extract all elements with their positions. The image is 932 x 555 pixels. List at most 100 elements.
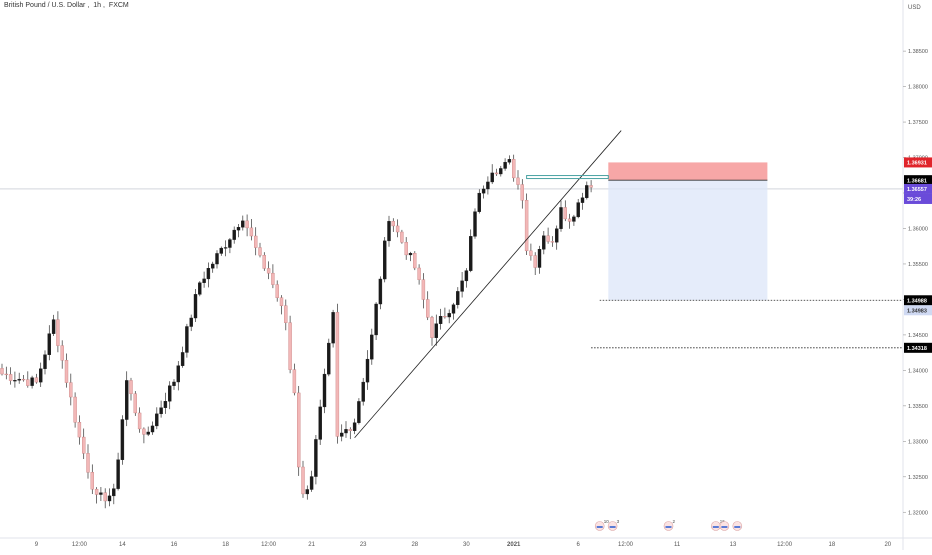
candle-body bbox=[512, 159, 516, 179]
price-tick-label: 1.38000 bbox=[908, 85, 928, 91]
time-tick-label: 9 bbox=[35, 542, 39, 548]
symbol-name: British Pound / U.S. Dollar bbox=[4, 2, 86, 9]
candle-body bbox=[559, 207, 563, 229]
time-tick-label: 28 bbox=[411, 542, 418, 548]
current-price-badge-text: 1.36557 bbox=[907, 187, 927, 193]
candle-body bbox=[301, 466, 305, 495]
candle-body bbox=[258, 247, 262, 256]
target-price-2-badge-text: 1.34983 bbox=[907, 308, 927, 314]
candle-body bbox=[172, 381, 176, 386]
candle-body bbox=[417, 267, 421, 280]
candle-body bbox=[524, 200, 529, 252]
time-tick-label: 18 bbox=[829, 542, 836, 548]
countdown-badge: 39:26 bbox=[904, 193, 932, 204]
candle-body bbox=[430, 317, 434, 338]
candle-body bbox=[262, 255, 266, 269]
candle-body bbox=[434, 323, 438, 338]
candle-body bbox=[555, 228, 559, 243]
candle-body bbox=[292, 369, 297, 394]
entry-price-badge-text: 1.36681 bbox=[907, 178, 927, 184]
candle-body bbox=[503, 162, 507, 169]
candle-body bbox=[210, 263, 215, 269]
countdown-badge-bg bbox=[904, 193, 932, 204]
target-price-badge: 1.34988 bbox=[904, 295, 932, 306]
candle-body bbox=[13, 380, 17, 382]
event-flag-stripe bbox=[609, 526, 616, 528]
price-tick-label: 1.32500 bbox=[908, 475, 928, 481]
candle-body bbox=[26, 379, 30, 386]
candle-body bbox=[370, 334, 374, 360]
candle-body bbox=[309, 476, 314, 490]
candle-body bbox=[589, 185, 593, 188]
candle-body bbox=[206, 268, 211, 280]
time-tick-label: 2021 bbox=[507, 542, 521, 548]
candle-body bbox=[288, 322, 292, 370]
event-count-label: 10 bbox=[604, 519, 610, 524]
candle-body bbox=[473, 211, 477, 237]
candle-body bbox=[400, 231, 404, 243]
second-target-badge: 1.34318 bbox=[904, 342, 932, 353]
candle-body bbox=[533, 255, 537, 268]
candle-body bbox=[275, 284, 279, 298]
candle-body bbox=[176, 365, 181, 383]
candle-body bbox=[486, 181, 490, 190]
candle-body bbox=[223, 247, 228, 249]
candle-body bbox=[124, 380, 129, 420]
price-tick-label: 1.32000 bbox=[908, 510, 928, 516]
candle-body bbox=[8, 374, 13, 381]
candle-body bbox=[335, 312, 340, 437]
price-tick-label: 1.33500 bbox=[908, 404, 928, 410]
candle-body bbox=[322, 373, 327, 408]
currency-label: USD bbox=[908, 5, 921, 11]
event-flag-stripe bbox=[596, 526, 603, 528]
event-flag-stripe bbox=[712, 526, 719, 528]
candle-body bbox=[314, 439, 318, 477]
price-tick-label: 1.35500 bbox=[908, 262, 928, 268]
candle-body bbox=[580, 197, 585, 203]
candle-body bbox=[198, 282, 202, 295]
candle-body bbox=[202, 278, 206, 283]
time-tick-label: 20 bbox=[884, 542, 891, 548]
stop-loss-zone bbox=[608, 162, 768, 181]
time-tick-label: 12:00 bbox=[72, 542, 88, 548]
candle-body bbox=[116, 459, 120, 489]
time-axis: 9 12:00 14 16 18 12:00 21 23 28 30 2021 6 12:00 11 13 1… bbox=[0, 537, 932, 548]
candle-body bbox=[395, 225, 400, 233]
candle-body bbox=[477, 192, 481, 212]
event-flag-stripe bbox=[734, 526, 741, 528]
candle-body bbox=[456, 291, 460, 305]
candle-body bbox=[163, 401, 168, 408]
candle-body bbox=[348, 429, 352, 431]
price-axis: 1.385001.380001.375001.370001.365001.360… bbox=[902, 0, 932, 550]
candle-body bbox=[167, 385, 172, 402]
time-tick-label: 12:00 bbox=[618, 542, 634, 548]
candle-body bbox=[464, 270, 469, 282]
candle-body bbox=[56, 319, 60, 346]
current-price-badge-bg bbox=[904, 183, 932, 194]
target-price-badge-bg bbox=[904, 295, 932, 306]
exchange-label: FXCM bbox=[108, 2, 129, 9]
candle-body bbox=[34, 377, 39, 383]
candle-body bbox=[39, 368, 43, 383]
entry-price-badge-bg bbox=[904, 175, 932, 186]
candle-body bbox=[297, 392, 301, 468]
candle-body bbox=[576, 202, 580, 218]
candle-body bbox=[249, 227, 254, 237]
candle-body bbox=[344, 429, 348, 434]
stop-price-badge-bg bbox=[904, 157, 932, 168]
candle-body bbox=[352, 422, 357, 431]
candle-body bbox=[365, 358, 370, 383]
candle-body bbox=[507, 159, 512, 163]
time-tick-label: 12:00 bbox=[261, 542, 277, 548]
event-count-label: 16 bbox=[720, 519, 726, 524]
price-tick-label: 1.37500 bbox=[908, 120, 928, 126]
candle-body bbox=[460, 280, 464, 292]
candle-body bbox=[17, 378, 21, 381]
candle-body bbox=[383, 240, 387, 280]
candle-body bbox=[4, 373, 9, 376]
candle-body bbox=[155, 413, 159, 427]
candle-body bbox=[219, 247, 224, 254]
candle-body bbox=[180, 352, 185, 366]
